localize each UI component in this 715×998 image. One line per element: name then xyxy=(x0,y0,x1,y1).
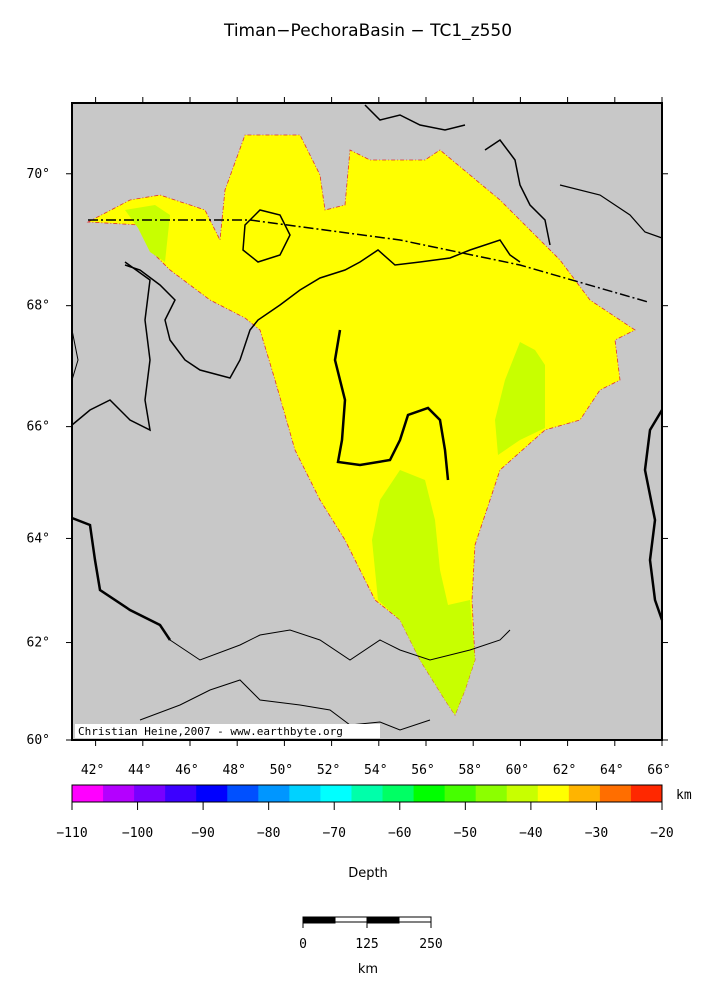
colorbar-frame xyxy=(71,784,663,803)
coastlines xyxy=(71,104,664,731)
colorbar-swatch xyxy=(413,785,446,802)
lon-label: 44° xyxy=(128,763,151,778)
colorbar-tick-label: −60 xyxy=(388,826,411,841)
lon-label: 58° xyxy=(458,763,481,778)
deeper-zone xyxy=(372,470,475,715)
colorbar-tick-label: −50 xyxy=(454,826,477,841)
colorbar-swatch xyxy=(258,785,290,802)
scalebar-label: 125 xyxy=(355,937,378,952)
colorbar-swatch xyxy=(506,785,539,802)
map-frame xyxy=(71,102,663,741)
colorbar-swatch xyxy=(537,785,570,802)
colorbar-swatch xyxy=(382,785,415,802)
scalebar-segment xyxy=(302,916,336,924)
colorbar-swatch xyxy=(351,785,384,802)
lon-label: 48° xyxy=(222,763,245,778)
colorbar-swatch xyxy=(165,785,197,802)
colorbar-swatch xyxy=(599,785,632,802)
colorbar-swatch xyxy=(630,785,663,802)
lon-label: 62° xyxy=(553,763,576,778)
lon-label: 46° xyxy=(175,763,198,778)
colorbar-swatch xyxy=(444,785,477,802)
colorbar-tick-label: −100 xyxy=(122,826,153,841)
credit: Christian Heine,2007 - www.earthbyte.org xyxy=(78,725,343,738)
lon-label: 50° xyxy=(270,763,293,778)
deeper-zone xyxy=(125,205,170,262)
map: Christian Heine,2007 - www.earthbyte.org xyxy=(71,102,664,741)
colorbar-swatch xyxy=(134,785,166,802)
colorbar-tick-label: −70 xyxy=(322,826,345,841)
scalebar-unit: km xyxy=(358,962,378,977)
scalebar-label: 0 xyxy=(299,937,307,952)
colorbar-tick-label: −30 xyxy=(585,826,608,841)
colorbar-tick-label: −40 xyxy=(519,826,542,841)
colorbar-swatch xyxy=(103,785,135,802)
lon-label: 54° xyxy=(364,763,387,778)
lon-label: 42° xyxy=(81,763,104,778)
lon-label: 66° xyxy=(647,763,670,778)
lat-label: 60° xyxy=(27,733,50,748)
colorbar-tick-label: −80 xyxy=(257,826,280,841)
colorbar-tick-label: −20 xyxy=(650,826,673,841)
colorbar-unit: km xyxy=(676,788,692,803)
title: Timan−PechoraBasin − TC1_z550 xyxy=(223,21,512,41)
colorbar-swatch xyxy=(289,785,321,802)
colorbar-swatch xyxy=(568,785,601,802)
profile-line xyxy=(88,219,649,303)
colorbar-swatch xyxy=(72,785,104,802)
colorbar-swatch xyxy=(227,785,259,802)
scalebar-segment xyxy=(398,916,432,923)
scalebar-segment xyxy=(334,916,368,923)
lat-label: 66° xyxy=(27,420,50,435)
colorbar-tick-label: −110 xyxy=(56,826,87,841)
colorbar-swatch xyxy=(320,785,352,802)
basin-depth xyxy=(86,134,636,716)
lon-label: 52° xyxy=(317,763,340,778)
lon-label: 56° xyxy=(411,763,434,778)
lat-label: 62° xyxy=(27,636,50,651)
lat-label: 70° xyxy=(27,167,50,182)
colorbar-swatch xyxy=(196,785,228,802)
deeper-zone xyxy=(495,342,545,455)
colorbar-tick-label: −90 xyxy=(191,826,214,841)
lat-label: 64° xyxy=(27,531,50,546)
scalebar-label: 250 xyxy=(419,937,442,952)
scalebar-segment xyxy=(366,916,400,924)
colorbar-label: Depth xyxy=(348,866,388,881)
credit-box xyxy=(75,724,380,738)
lon-label: 60° xyxy=(506,763,529,778)
colorbar-swatch xyxy=(475,785,508,802)
lat-label: 68° xyxy=(27,299,50,314)
lon-label: 64° xyxy=(600,763,623,778)
